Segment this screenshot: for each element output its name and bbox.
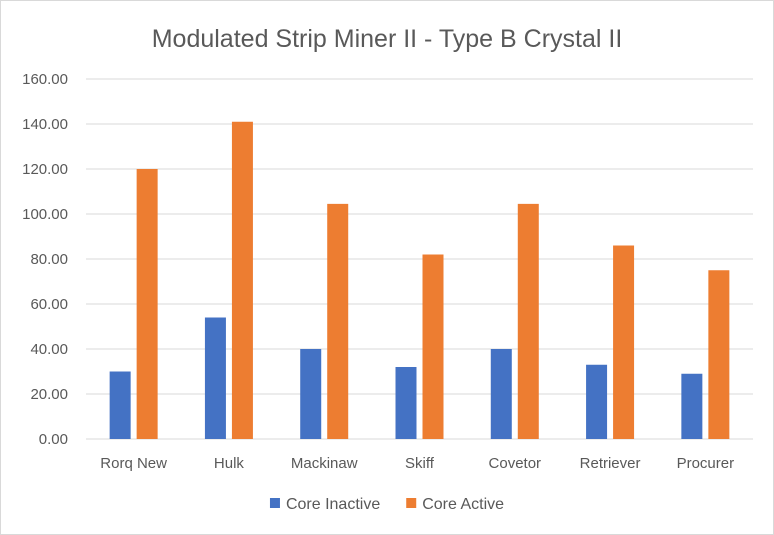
bar-core-active [327, 203, 349, 439]
bar-core-inactive [681, 373, 703, 439]
gridlines [86, 78, 753, 440]
legend: Core Inactive Core Active [269, 496, 504, 513]
x-category-label: Covetor [489, 455, 542, 472]
x-category-label: Rorq New [100, 455, 167, 472]
bar-core-active [708, 270, 730, 439]
bar-core-inactive [395, 367, 417, 439]
bar-core-inactive [586, 364, 608, 439]
bar-core-active [136, 169, 158, 439]
y-tick-label: 60.00 [30, 296, 68, 313]
bar-core-inactive [109, 371, 131, 439]
bar-core-active [517, 203, 539, 439]
y-tick-label: 20.00 [30, 386, 68, 403]
legend-swatch [406, 498, 417, 508]
x-category-label: Mackinaw [291, 455, 358, 472]
bar-core-active [422, 254, 444, 439]
y-tick-label: 40.00 [30, 341, 68, 358]
bar-core-inactive [204, 317, 226, 439]
x-axis-categories: Rorq New Hulk Mackinaw Skiff Covetor Retrieve… [100, 455, 734, 472]
legend-label: Core Active [422, 496, 504, 513]
y-tick-label: 100.00 [22, 206, 68, 223]
y-tick-label: 0.00 [39, 431, 68, 448]
bars [109, 121, 730, 439]
y-tick-label: 80.00 [30, 251, 68, 268]
y-axis-ticks: 0.00 20.00 40.00 60.00 80.00 100.00 120.00 140.… [22, 71, 68, 448]
x-category-label: Retriever [580, 455, 641, 472]
bar-core-inactive [490, 349, 512, 439]
y-tick-label: 120.00 [22, 161, 68, 178]
x-category-label: Procurer [677, 455, 735, 472]
chart-title: Modulated Strip Miner II - Type B Crysta… [152, 25, 623, 53]
x-category-label: Skiff [405, 455, 435, 472]
bar-core-inactive [300, 349, 322, 439]
legend-label: Core Inactive [286, 496, 380, 513]
legend-swatch [269, 498, 280, 508]
bar-core-active [231, 121, 253, 439]
y-tick-label: 160.00 [22, 71, 68, 88]
x-category-label: Hulk [214, 455, 245, 472]
y-tick-label: 140.00 [22, 116, 68, 133]
bar-core-active [613, 245, 635, 439]
